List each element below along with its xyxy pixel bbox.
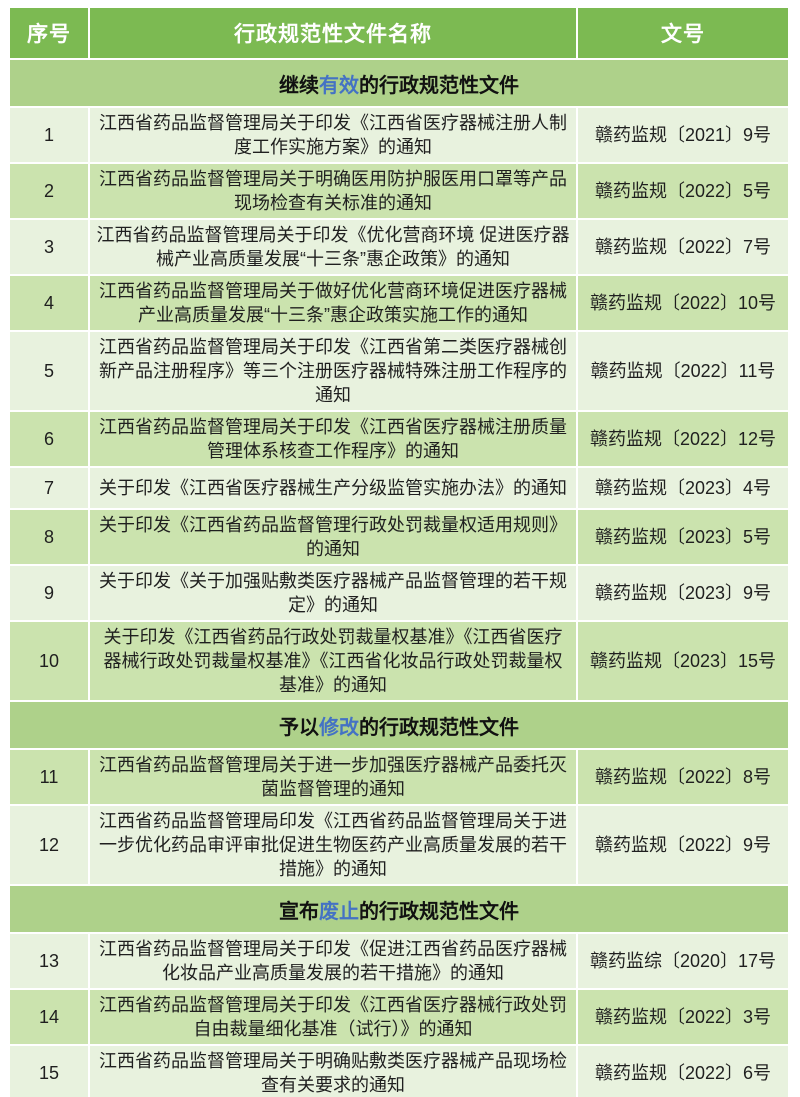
documents-table: 序号 行政规范性文件名称 文号 继续有效的行政规范性文件 1 江西省药品监督管理… [8, 6, 790, 1097]
document-name: 江西省药品监督管理局关于印发《促进江西省药品医疗器械化妆品产业高质量发展的若干措… [90, 934, 576, 988]
row-number: 1 [10, 108, 88, 162]
document-name: 江西省药品监督管理局关于明确贴敷类医疗器械产品现场检查有关要求的通知 [90, 1046, 576, 1097]
row-number: 11 [10, 750, 88, 804]
section-header-row: 宣布废止的行政规范性文件 [10, 886, 788, 932]
row-number: 3 [10, 220, 88, 274]
table-body: 继续有效的行政规范性文件 1 江西省药品监督管理局关于印发《江西省医疗器械注册人… [10, 60, 788, 1097]
document-number: 赣药监规〔2022〕11号 [578, 332, 788, 410]
section-title: 予以修改的行政规范性文件 [10, 702, 788, 748]
document-name: 江西省药品监督管理局关于印发《江西省医疗器械行政处罚自由裁量细化基准（试行）》的… [90, 990, 576, 1044]
document-number: 赣药监规〔2022〕3号 [578, 990, 788, 1044]
row-number: 2 [10, 164, 88, 218]
document-name: 江西省药品监督管理局关于印发《优化营商环境 促进医疗器械产业高质量发展“十三条”… [90, 220, 576, 274]
document-number: 赣药监规〔2023〕5号 [578, 510, 788, 564]
section-title-prefix: 予以 [279, 716, 319, 739]
section-title-suffix: 的行政规范性文件 [359, 74, 519, 97]
row-number: 5 [10, 332, 88, 410]
document-number: 赣药监规〔2022〕12号 [578, 412, 788, 466]
section-title-suffix: 的行政规范性文件 [359, 900, 519, 923]
document-number: 赣药监规〔2022〕10号 [578, 276, 788, 330]
table-header: 序号 行政规范性文件名称 文号 [10, 8, 788, 58]
table-row: 15 江西省药品监督管理局关于明确贴敷类医疗器械产品现场检查有关要求的通知 赣药… [10, 1046, 788, 1097]
table-row: 11 江西省药品监督管理局关于进一步加强医疗器械产品委托灭菌监督管理的通知 赣药… [10, 750, 788, 804]
header-document-name: 行政规范性文件名称 [90, 8, 576, 58]
section-title: 宣布废止的行政规范性文件 [10, 886, 788, 932]
document-name: 江西省药品监督管理局印发《江西省药品监督管理局关于进一步优化药品审评审批促进生物… [90, 806, 576, 884]
document-name: 关于印发《江西省药品行政处罚裁量权基准》《江西省医疗器械行政处罚裁量权基准》《江… [90, 622, 576, 700]
document-number: 赣药监规〔2023〕15号 [578, 622, 788, 700]
section-title-highlight: 修改 [319, 716, 359, 739]
section-title-prefix: 宣布 [279, 900, 319, 923]
document-name: 江西省药品监督管理局关于进一步加强医疗器械产品委托灭菌监督管理的通知 [90, 750, 576, 804]
table-row: 9 关于印发《关于加强贴敷类医疗器械产品监督管理的若干规定》的通知 赣药监规〔2… [10, 566, 788, 620]
table-row: 7 关于印发《江西省医疗器械生产分级监管实施办法》的通知 赣药监规〔2023〕4… [10, 468, 788, 508]
section-title-prefix: 继续 [279, 74, 319, 97]
table-row: 10 关于印发《江西省药品行政处罚裁量权基准》《江西省医疗器械行政处罚裁量权基准… [10, 622, 788, 700]
row-number: 9 [10, 566, 88, 620]
document-number: 赣药监规〔2022〕6号 [578, 1046, 788, 1097]
section-header-row: 继续有效的行政规范性文件 [10, 60, 788, 106]
row-number: 15 [10, 1046, 88, 1097]
document-name: 江西省药品监督管理局关于印发《江西省医疗器械注册质量管理体系核查工作程序》的通知 [90, 412, 576, 466]
document-number: 赣药监规〔2023〕9号 [578, 566, 788, 620]
section-title-highlight: 废止 [319, 900, 359, 923]
row-number: 13 [10, 934, 88, 988]
table-row: 5 江西省药品监督管理局关于印发《江西省第二类医疗器械创新产品注册程序》等三个注… [10, 332, 788, 410]
section-title: 继续有效的行政规范性文件 [10, 60, 788, 106]
document-name: 关于印发《江西省医疗器械生产分级监管实施办法》的通知 [90, 468, 576, 508]
row-number: 12 [10, 806, 88, 884]
row-number: 4 [10, 276, 88, 330]
table-row: 4 江西省药品监督管理局关于做好优化营商环境促进医疗器械产业高质量发展“十三条”… [10, 276, 788, 330]
table-row: 6 江西省药品监督管理局关于印发《江西省医疗器械注册质量管理体系核查工作程序》的… [10, 412, 788, 466]
table-row: 1 江西省药品监督管理局关于印发《江西省医疗器械注册人制度工作实施方案》的通知 … [10, 108, 788, 162]
table-header-row: 序号 行政规范性文件名称 文号 [10, 8, 788, 58]
row-number: 8 [10, 510, 88, 564]
header-document-number: 文号 [578, 8, 788, 58]
row-number: 14 [10, 990, 88, 1044]
section-header-row: 予以修改的行政规范性文件 [10, 702, 788, 748]
document-number: 赣药监规〔2023〕4号 [578, 468, 788, 508]
document-name: 江西省药品监督管理局关于做好优化营商环境促进医疗器械产业高质量发展“十三条”惠企… [90, 276, 576, 330]
document-number: 赣药监综〔2020〕17号 [578, 934, 788, 988]
document-number: 赣药监规〔2021〕9号 [578, 108, 788, 162]
document-name: 关于印发《关于加强贴敷类医疗器械产品监督管理的若干规定》的通知 [90, 566, 576, 620]
document-number: 赣药监规〔2022〕8号 [578, 750, 788, 804]
section-title-highlight: 有效 [319, 74, 359, 97]
table-row: 14 江西省药品监督管理局关于印发《江西省医疗器械行政处罚自由裁量细化基准（试行… [10, 990, 788, 1044]
document-name: 关于印发《江西省药品监督管理行政处罚裁量权适用规则》的通知 [90, 510, 576, 564]
document-number: 赣药监规〔2022〕7号 [578, 220, 788, 274]
document-number: 赣药监规〔2022〕5号 [578, 164, 788, 218]
row-number: 6 [10, 412, 88, 466]
row-number: 10 [10, 622, 88, 700]
section-title-suffix: 的行政规范性文件 [359, 716, 519, 739]
document-name: 江西省药品监督管理局关于明确医用防护服医用口罩等产品现场检查有关标准的通知 [90, 164, 576, 218]
header-serial-number: 序号 [10, 8, 88, 58]
table-row: 12 江西省药品监督管理局印发《江西省药品监督管理局关于进一步优化药品审评审批促… [10, 806, 788, 884]
table-row: 2 江西省药品监督管理局关于明确医用防护服医用口罩等产品现场检查有关标准的通知 … [10, 164, 788, 218]
document-name: 江西省药品监督管理局关于印发《江西省第二类医疗器械创新产品注册程序》等三个注册医… [90, 332, 576, 410]
table-row: 3 江西省药品监督管理局关于印发《优化营商环境 促进医疗器械产业高质量发展“十三… [10, 220, 788, 274]
row-number: 7 [10, 468, 88, 508]
document-name: 江西省药品监督管理局关于印发《江西省医疗器械注册人制度工作实施方案》的通知 [90, 108, 576, 162]
table-row: 13 江西省药品监督管理局关于印发《促进江西省药品医疗器械化妆品产业高质量发展的… [10, 934, 788, 988]
document-number: 赣药监规〔2022〕9号 [578, 806, 788, 884]
table-row: 8 关于印发《江西省药品监督管理行政处罚裁量权适用规则》的通知 赣药监规〔202… [10, 510, 788, 564]
